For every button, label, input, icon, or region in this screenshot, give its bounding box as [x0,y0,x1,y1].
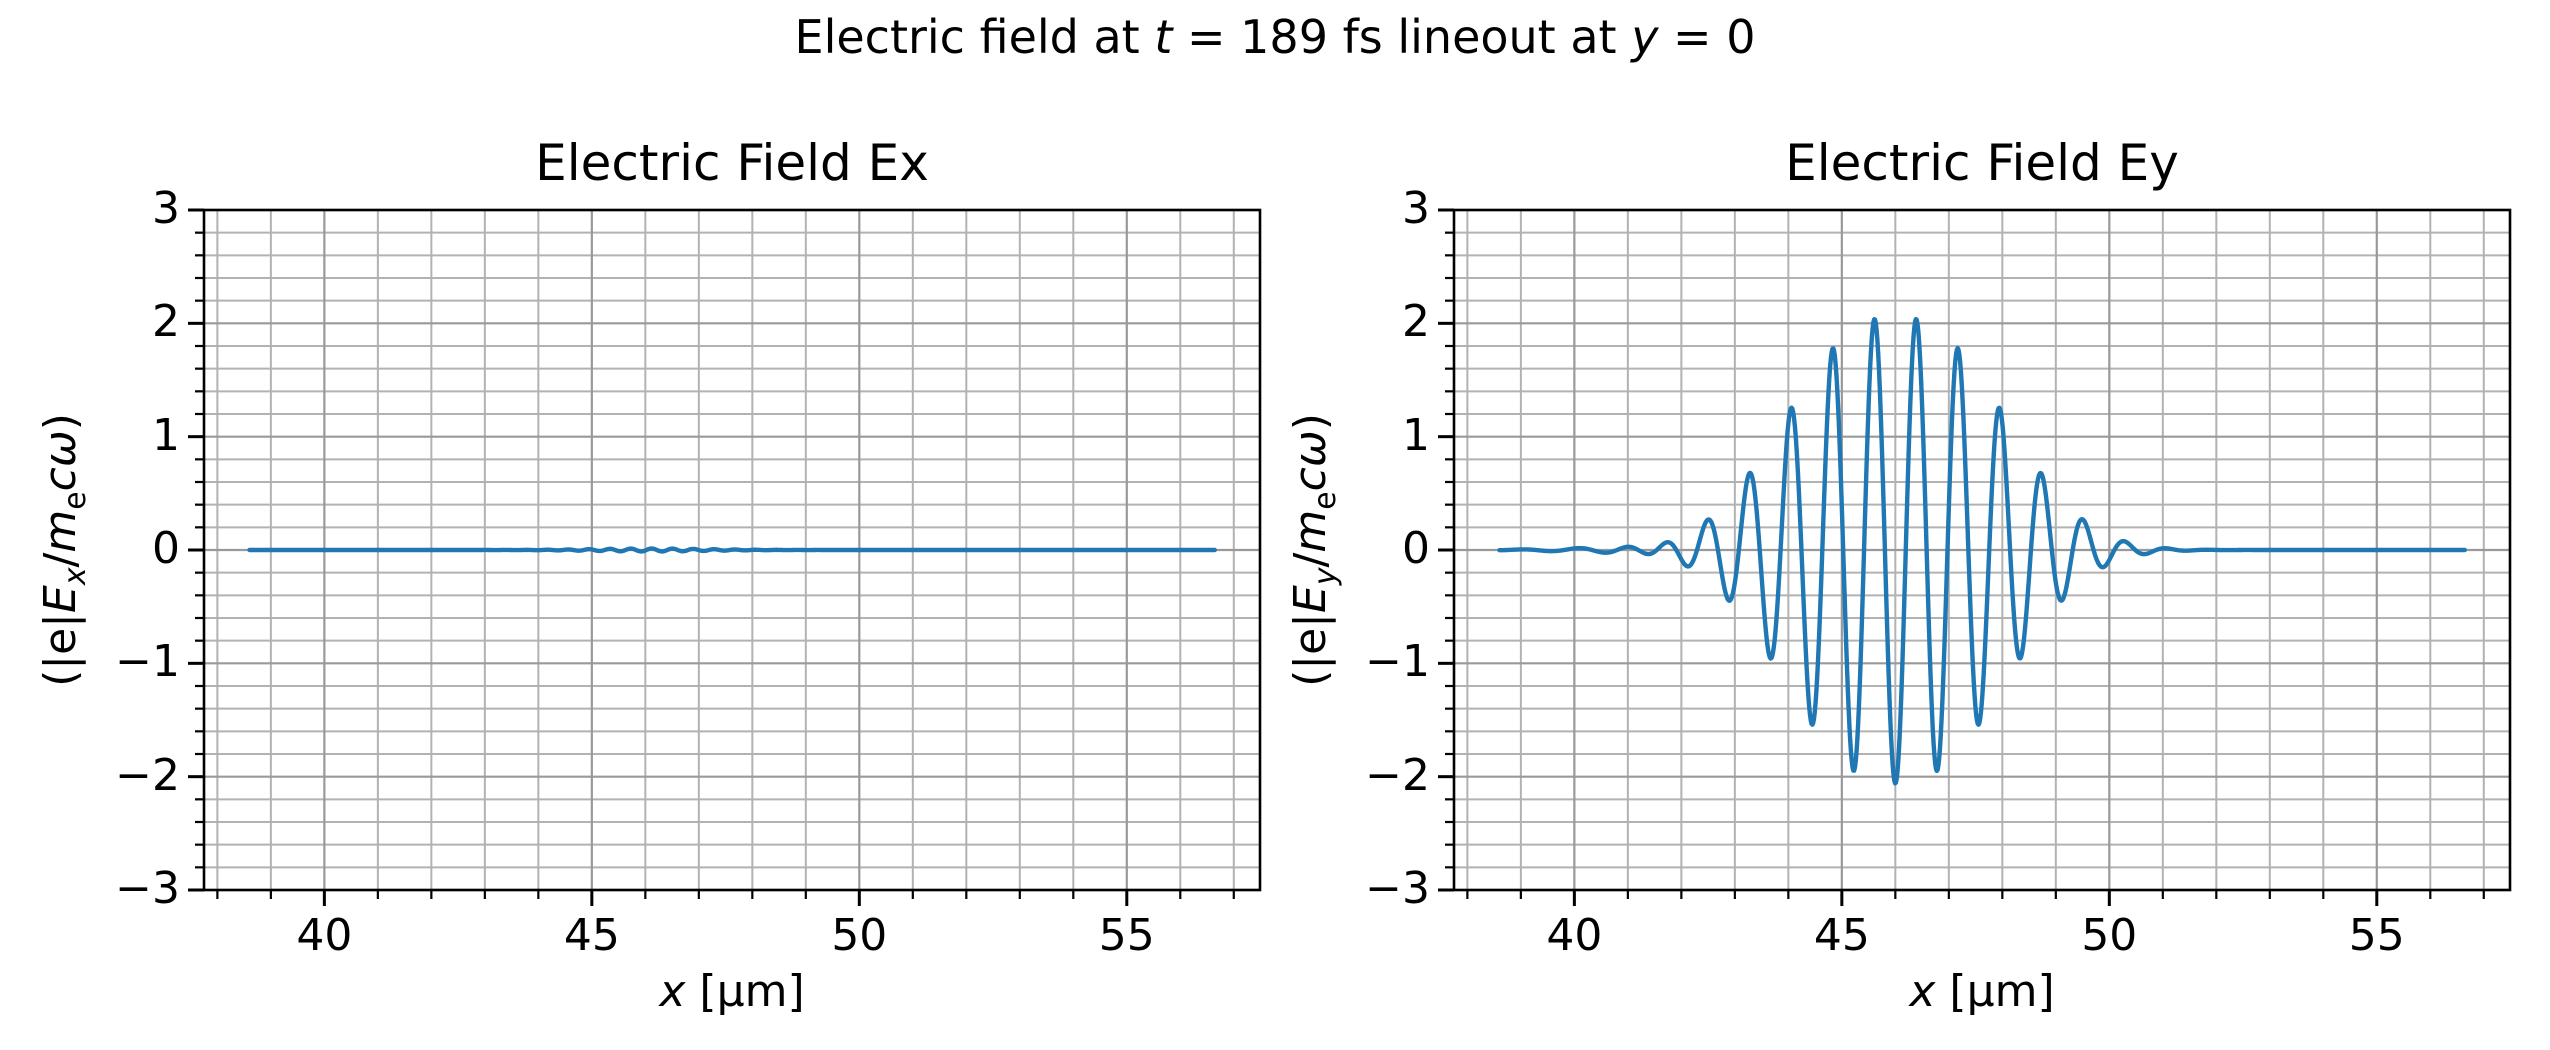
x-tick-label: 40 [1546,910,1603,961]
y-tick-label: 3 [152,183,180,234]
y-tick-label: −1 [115,636,180,688]
y-tick-label: −2 [115,749,180,801]
x-tick-label: 45 [563,910,620,961]
ex-plot-canvas [188,208,1262,906]
ex-xlabel: x [µm] [659,966,804,1017]
y-tick-label: 2 [1402,296,1430,348]
label-segment: x [659,966,686,1017]
y-tick-label: 1 [152,409,180,461]
y-tick-label: 0 [152,523,180,574]
label-segment: [µm] [1935,966,2055,1017]
label-segment: y [1631,10,1659,64]
label-segment: c [35,467,87,492]
label-segment: = 0 [1658,10,1756,64]
ey-series-line [1497,316,2467,786]
y-tick-label: 1 [1402,409,1430,461]
ey-plot-canvas [1438,208,2512,906]
x-tick-label: 55 [2348,910,2405,961]
x-tick-label: 55 [1098,910,1155,961]
y-tick-label: −3 [115,863,180,914]
y-tick-label: −2 [1365,749,1430,801]
label-segment: Electric Field Ex [535,134,929,192]
figure-title: Electric field at t = 189 fs lineout at … [795,10,1756,64]
y-tick-label: 2 [152,296,180,348]
label-segment: x [1909,966,1936,1017]
x-tick-label: 40 [296,910,353,961]
ex-series-line [247,546,1217,554]
y-tick-label: −3 [1365,863,1430,914]
label-segment: Electric Field Ey [1785,134,2179,192]
y-tick-label: 0 [1402,523,1430,574]
ey-title: Electric Field Ey [1785,134,2179,192]
x-tick-label: 50 [831,910,888,961]
x-tick-label: 45 [1813,910,1870,961]
x-tick-label: 50 [2081,910,2138,961]
label-segment: e [1307,491,1343,510]
label-segment: = 189 fs lineout at [1172,10,1632,64]
label-segment: t [1154,10,1173,64]
label-segment: Electric field at [794,10,1155,64]
label-segment: [µm] [685,966,805,1017]
ex-title: Electric Field Ex [535,134,929,192]
y-tick-label: 3 [1402,183,1430,234]
label-segment: e [57,491,93,510]
label-segment: E [35,585,87,613]
label-segment: E [1285,585,1337,613]
y-tick-label: −1 [1365,636,1430,688]
ey-xlabel: x [µm] [1909,966,2054,1017]
label-segment: c [1285,467,1337,492]
